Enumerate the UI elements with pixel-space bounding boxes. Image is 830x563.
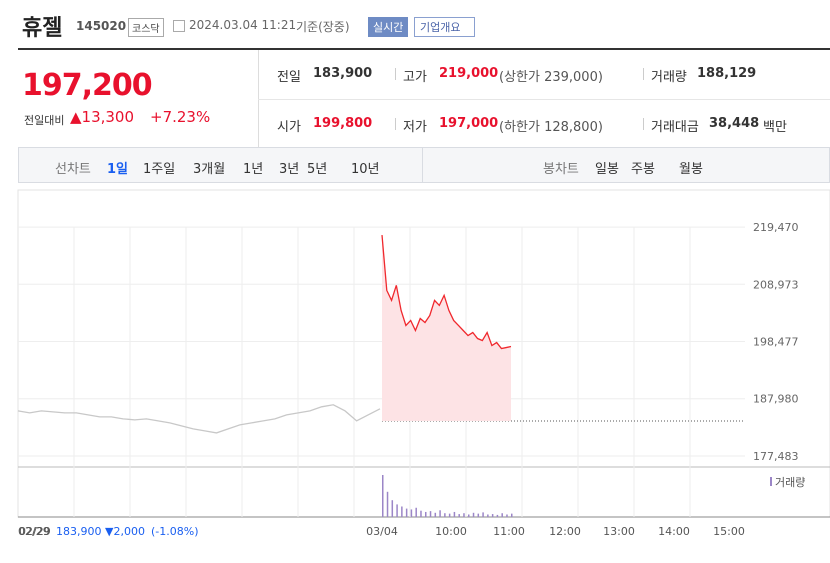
volume-bar <box>439 510 441 517</box>
stock-name: 휴젤 <box>22 16 63 41</box>
tab[interactable]: 5년 <box>307 162 328 177</box>
tab-label: 선차트 <box>55 162 91 177</box>
company-button[interactable]: 기업개요 <box>414 17 476 37</box>
prev-change: ▼2,000 <box>105 525 145 538</box>
divider <box>395 118 396 130</box>
y-tick-label: 187,980 <box>753 393 799 406</box>
x-tick-label: 02/29 <box>19 525 51 538</box>
volume-bar <box>477 513 480 517</box>
tab[interactable]: 일봉 <box>595 162 619 177</box>
volume-bar <box>501 513 503 517</box>
line <box>17 404 381 434</box>
tab[interactable]: 3년 <box>279 162 300 177</box>
info-value: 199,800 <box>313 116 373 131</box>
tab[interactable]: 월봉 <box>679 162 703 177</box>
divider <box>643 68 644 80</box>
info-label: 거래대금 <box>651 120 699 135</box>
prev-rate: (-1.08%) <box>151 525 199 538</box>
volume-bar <box>448 513 451 517</box>
y-tick-label: 198,477 <box>753 336 799 349</box>
stock-code: 145020 <box>76 19 127 33</box>
info-label: 저가 <box>403 120 427 135</box>
tab-bar: 선차트 1일 1주일 3개월 1년 3년 5년 10년 봉차트 일봉 주봉 월봉 <box>18 147 830 183</box>
market-badge: 코스닥 <box>128 18 164 37</box>
y-tick-label: 219,470 <box>753 221 799 234</box>
volume-bar <box>511 513 513 517</box>
tab[interactable]: 10년 <box>351 162 380 177</box>
volume-bar <box>410 509 413 517</box>
volume-bar <box>405 508 408 517</box>
prev-date: 02/29 <box>18 525 50 538</box>
tab[interactable]: 주봉 <box>631 162 655 177</box>
legend-label: 거래량 <box>775 476 805 489</box>
time: 2024.03.04 11:21 <box>189 18 297 32</box>
rate: +7.23% <box>150 108 211 126</box>
x-tick-label: 14:00 <box>658 525 690 538</box>
info-label: 고가 <box>403 70 427 85</box>
info-value: 188,129 <box>697 66 757 81</box>
legend-swatch <box>770 477 772 486</box>
volume-bar <box>463 513 465 517</box>
y-tick-label: 208,973 <box>753 278 799 291</box>
volume-bar <box>425 511 427 517</box>
change-label: 전일대비 <box>24 114 65 127</box>
volume-bar <box>506 514 508 517</box>
volume-bar <box>382 475 384 517</box>
volume-bar <box>482 512 484 517</box>
info-note: (상한가 239,000) <box>499 70 603 85</box>
volume-bar <box>391 500 394 517</box>
volume-bar <box>496 514 499 517</box>
tab-label: 봉차트 <box>543 162 579 177</box>
tab[interactable]: 3개월 <box>193 162 226 177</box>
volume-bar <box>434 512 437 517</box>
x-tick-label: 12:00 <box>549 525 581 538</box>
y-tick-label: 177,483 <box>753 450 799 463</box>
volume-bar <box>386 491 389 517</box>
line <box>381 235 512 350</box>
x-tick-label: 11:00 <box>493 525 525 538</box>
volume-bar <box>468 514 470 517</box>
volume-bar <box>472 512 475 517</box>
info-label: 시가 <box>277 120 301 135</box>
x-tick-label: 10:00 <box>435 525 467 538</box>
divider <box>422 148 423 183</box>
info-note: (하한가 128,800) <box>499 120 603 135</box>
volume-bar <box>453 511 456 517</box>
volume-bar <box>415 507 417 517</box>
volume-bar <box>401 506 403 517</box>
info-label: 전일 <box>277 70 301 85</box>
calendar-icon <box>173 20 185 32</box>
realtime-button[interactable]: 실시간 <box>368 17 409 37</box>
x-tick-label: 03/04 <box>366 525 398 538</box>
tab[interactable]: 1일 <box>107 162 129 177</box>
volume-bar <box>491 514 494 517</box>
info-label: 거래량 <box>651 70 687 85</box>
info-value: 197,000 <box>439 116 499 131</box>
tab[interactable]: 1주일 <box>143 162 176 177</box>
prev-price: 183,900 <box>56 525 102 538</box>
change: ▲13,300 <box>70 108 135 126</box>
info-unit: 백만 <box>763 120 787 135</box>
price: 197,200 <box>22 68 153 103</box>
divider <box>643 118 644 130</box>
volume-bar <box>487 514 489 517</box>
x-tick-label: 15:00 <box>713 525 745 538</box>
volume-bar <box>429 511 432 517</box>
info-value: 38,448 <box>709 116 760 131</box>
volume-bar <box>458 514 460 517</box>
area <box>382 235 511 421</box>
info-value: 219,000 <box>439 66 499 81</box>
volume-bar <box>444 513 446 517</box>
volume-bar <box>420 510 422 517</box>
divider <box>258 99 830 100</box>
tab[interactable]: 1년 <box>243 162 264 177</box>
basis: 기준(장중) <box>296 20 350 34</box>
info-value: 183,900 <box>313 66 373 81</box>
x-tick-label: 13:00 <box>603 525 635 538</box>
divider <box>395 68 396 80</box>
volume-bar <box>396 504 398 517</box>
